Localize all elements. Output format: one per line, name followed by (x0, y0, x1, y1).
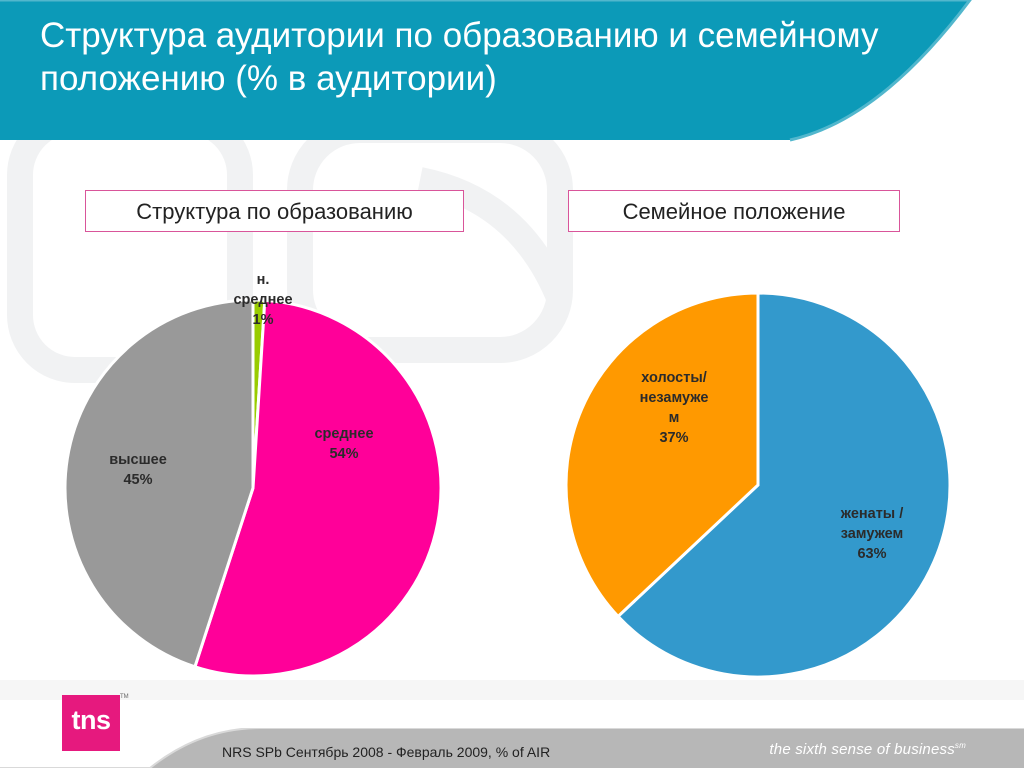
slice-single (564, 291, 760, 619)
edu-low-label: н. среднее 1% (218, 270, 308, 330)
fam-married-label: женаты / замужем 63% (820, 504, 924, 564)
logo-trademark: TM (120, 694, 129, 700)
slice-higher (63, 298, 255, 669)
tns-logo: tns (62, 695, 120, 751)
fam-married-name-line1: женаты / (840, 506, 904, 522)
fam-single-label: холосты/ незамуже м 37% (626, 368, 722, 448)
fam-single-name-line2: незамуже (639, 390, 709, 406)
tagline-mark: sm (954, 741, 966, 750)
education-subtitle: Структура по образованию (85, 190, 464, 232)
tagline-text: the sixth sense of business (769, 741, 955, 758)
brand-tagline: the sixth sense of businesssm (769, 741, 966, 758)
edu-low-pct: 1% (252, 312, 274, 328)
footer-band (0, 728, 1024, 768)
edu-mid-pct: 54% (329, 446, 359, 462)
fam-single-pct: 37% (659, 430, 689, 446)
slice-secondary (193, 298, 443, 678)
fam-single-name-line1: холосты/ (641, 370, 707, 386)
fam-single-name-line3: м (668, 410, 680, 426)
edu-low-name-line1: н. (256, 272, 270, 288)
family-subtitle: Семейное положение (568, 190, 900, 232)
edu-mid-label: среднее 54% (298, 424, 390, 464)
slice-married (615, 291, 952, 679)
edu-high-label: высшее 45% (92, 450, 184, 490)
edu-low-name-line2: среднее (233, 292, 293, 308)
fam-married-pct: 63% (857, 546, 887, 562)
slide-title: Структура аудитории по образованию и сем… (40, 16, 879, 98)
header-band (0, 0, 972, 142)
logo-text: tns (71, 705, 112, 735)
edu-mid-name: среднее (314, 426, 374, 442)
fam-married-name-line2: замужем (840, 526, 904, 542)
edu-high-pct: 45% (123, 472, 153, 488)
edu-high-name: высшее (109, 452, 167, 468)
source-note: NRS SPb Сентябрь 2008 - Февраль 2009, % … (222, 744, 551, 760)
